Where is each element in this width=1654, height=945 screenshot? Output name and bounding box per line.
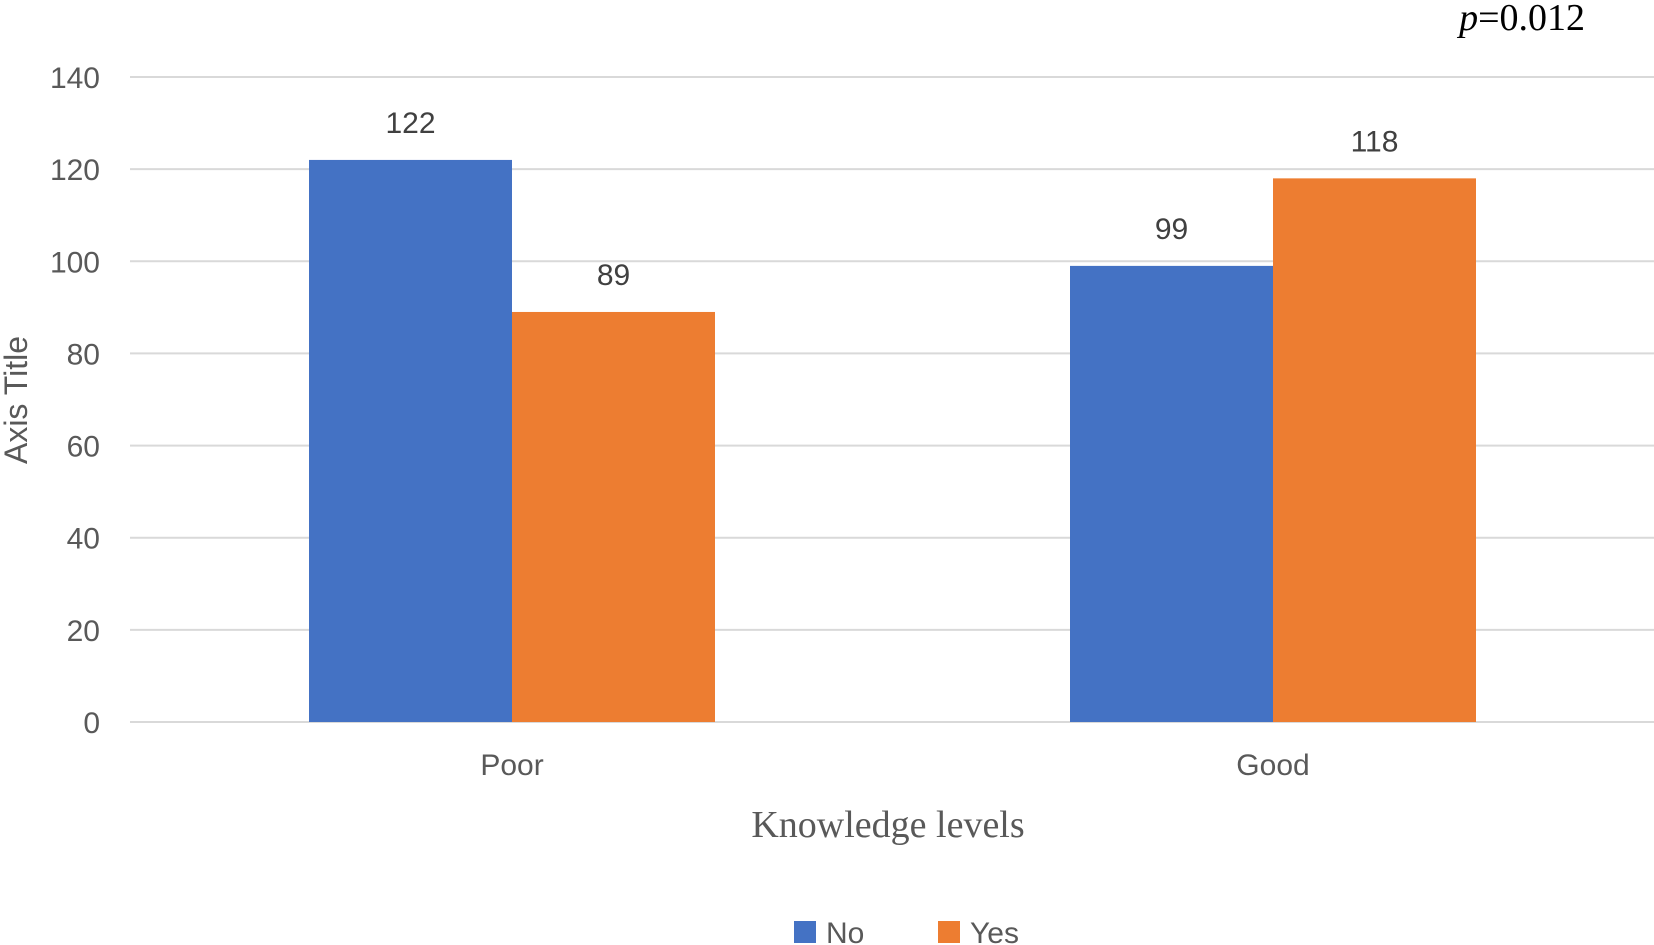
legend-label: No bbox=[826, 917, 864, 945]
x-axis-title: Knowledge levels bbox=[751, 804, 1024, 846]
legend-swatch-yes bbox=[938, 921, 960, 943]
y-tick-label: 120 bbox=[50, 154, 100, 187]
p-value-number: =0.012 bbox=[1478, 0, 1585, 39]
y-tick-label: 140 bbox=[50, 62, 100, 95]
x-axis-ticks: Poor Good bbox=[480, 749, 1309, 782]
legend-label: Yes bbox=[970, 917, 1019, 945]
x-tick-label: Poor bbox=[480, 749, 543, 782]
bar-poor-yes bbox=[512, 311, 715, 722]
data-labels: 122 89 99 118 bbox=[385, 107, 1398, 292]
bars bbox=[309, 159, 1476, 722]
p-value-annotation: p=0.012 bbox=[1456, 0, 1585, 39]
data-label: 89 bbox=[597, 259, 630, 292]
bar-good-yes bbox=[1273, 178, 1476, 722]
y-axis-ticks: 0 20 40 60 80 100 120 140 bbox=[50, 62, 100, 740]
data-label: 122 bbox=[385, 107, 435, 140]
data-label: 118 bbox=[1351, 125, 1399, 158]
bar-good-no bbox=[1070, 265, 1273, 722]
p-value-symbol: p bbox=[1456, 0, 1478, 39]
x-tick-label: Good bbox=[1236, 749, 1309, 782]
y-tick-label: 60 bbox=[67, 431, 100, 464]
bar-poor-no bbox=[309, 159, 512, 722]
y-tick-label: 20 bbox=[67, 615, 100, 648]
y-tick-label: 80 bbox=[67, 338, 100, 371]
legend: No Yes bbox=[794, 917, 1019, 945]
y-axis-title: Axis Title bbox=[0, 336, 34, 464]
data-label: 99 bbox=[1155, 213, 1188, 246]
legend-swatch-no bbox=[794, 921, 816, 943]
y-tick-label: 100 bbox=[50, 246, 100, 279]
y-tick-label: 40 bbox=[67, 523, 100, 556]
y-tick-label: 0 bbox=[83, 707, 100, 740]
